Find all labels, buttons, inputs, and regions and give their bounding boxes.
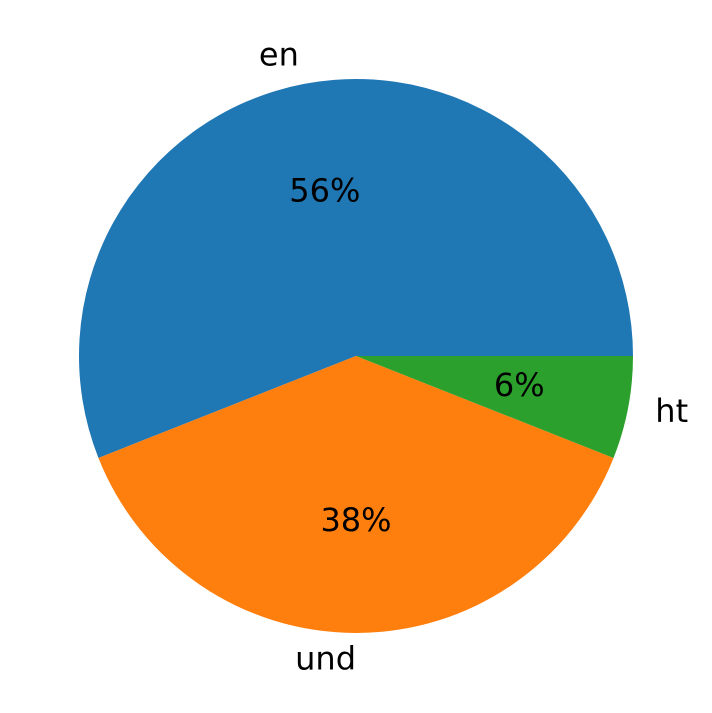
wedge xyxy=(356,356,633,458)
wedge xyxy=(78,78,634,458)
wedge xyxy=(98,356,614,634)
slice-label: en xyxy=(259,36,299,74)
percent-label: 6% xyxy=(494,366,545,404)
percent-label: 56% xyxy=(289,172,360,210)
percent-label: 38% xyxy=(320,501,391,539)
slice-label: und xyxy=(295,640,356,678)
slice-label: ht xyxy=(655,392,688,430)
